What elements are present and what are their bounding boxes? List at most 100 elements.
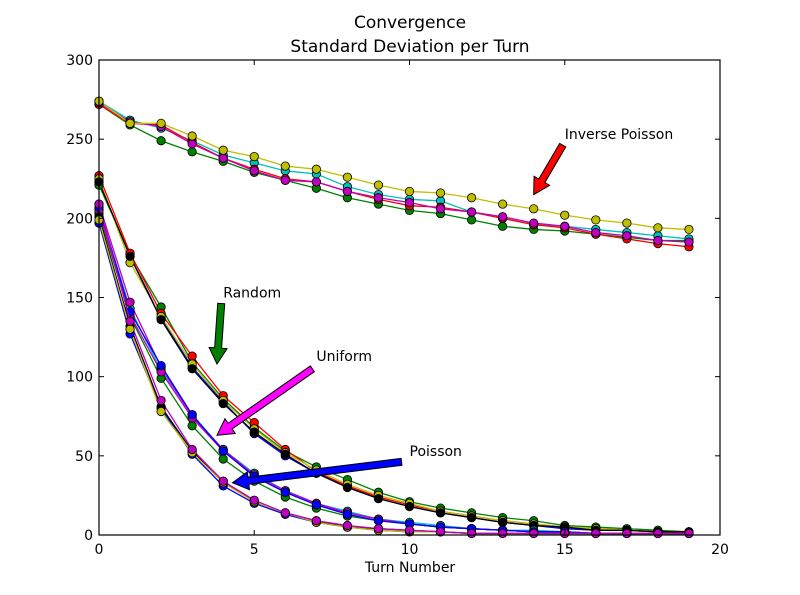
data-point [218,145,228,155]
data-point [125,297,135,307]
x-tick-label: 10 [401,542,419,558]
data-point [125,251,135,261]
data-point [125,324,135,334]
data-point [435,527,446,537]
data-point [342,172,352,182]
data-point [187,131,197,141]
data-point [125,118,135,128]
series-line [98,178,689,533]
data-point [466,193,477,203]
annotation-poisson: Poisson [410,444,462,460]
arrow-uniform [216,365,316,436]
data-point [187,351,197,361]
data-point [529,218,539,228]
data-point [591,528,601,539]
data-point [311,177,321,187]
series-group-inverse-poisson [94,96,694,252]
data-point [280,487,290,497]
x-tick-label: 20 [711,542,729,558]
data-point [280,508,290,518]
data-point [684,224,694,235]
data-point [529,528,539,539]
data-point [156,315,166,325]
data-point [187,147,197,157]
y-tick-label: 100 [66,370,93,386]
arrow-random [208,302,228,366]
arrow-poisson [231,457,403,491]
annotation-random: Random [223,286,281,302]
data-point [187,444,197,455]
series-line [98,103,690,248]
annotation-uniform: Uniform [316,349,372,365]
data-point [342,186,352,197]
data-point [498,517,508,527]
data-point [218,398,228,409]
data-point [622,218,632,228]
data-point [249,166,259,176]
data-point [498,528,508,539]
x-tick-label: 15 [556,542,574,558]
data-point [218,153,228,163]
data-point [280,161,290,171]
chart-title: Convergence [354,13,466,33]
data-point [653,528,663,539]
data-point [187,421,197,431]
data-point [156,406,166,417]
data-point [218,476,228,486]
data-point [591,215,601,225]
y-tick-label: 50 [75,449,93,465]
chart-subtitle: Standard Deviation per Turn [290,37,529,57]
data-point [404,501,415,512]
data-point [591,227,601,238]
data-point [373,516,384,526]
data-point [156,395,166,406]
data-point [187,410,197,420]
data-point [342,482,352,493]
data-point [466,528,477,539]
x-axis-label: Turn Number [364,560,456,576]
data-point [560,210,570,220]
data-point [125,316,135,326]
data-point [498,212,508,222]
data-point [529,204,539,214]
data-point [653,235,663,246]
series-line [98,203,689,535]
data-point [218,446,228,456]
data-point [435,204,446,214]
data-point [684,237,694,247]
plot-area: Inverse Poisson Random Uniform Poisson [94,59,721,539]
data-point [560,221,570,231]
y-tick-label: 200 [66,211,93,227]
data-point [498,199,508,209]
data-point [218,454,228,464]
data-point [187,364,197,374]
x-tick-label: 0 [95,542,104,558]
data-point [622,528,632,539]
series-line [98,184,689,533]
data-point [373,493,384,504]
data-point [466,207,477,217]
data-point [280,449,290,459]
y-tick-label: 250 [66,132,93,148]
data-point [404,186,415,197]
data-point [466,215,477,225]
series-line [98,100,689,231]
annotation-layer: Inverse Poisson Random Uniform Poisson [208,127,673,491]
data-point [280,175,290,185]
data-point [498,221,508,231]
series-layer [94,96,694,539]
data-point [156,360,166,371]
data-point [249,151,259,162]
data-point [156,136,166,146]
data-point [622,231,632,241]
data-point [342,509,352,520]
data-point [311,516,321,526]
data-point [187,139,197,149]
data-point [342,520,352,531]
data-point [311,500,321,510]
data-point [404,197,415,208]
annotation-inverse-poisson: Inverse Poisson [565,127,673,143]
data-point [373,180,384,190]
